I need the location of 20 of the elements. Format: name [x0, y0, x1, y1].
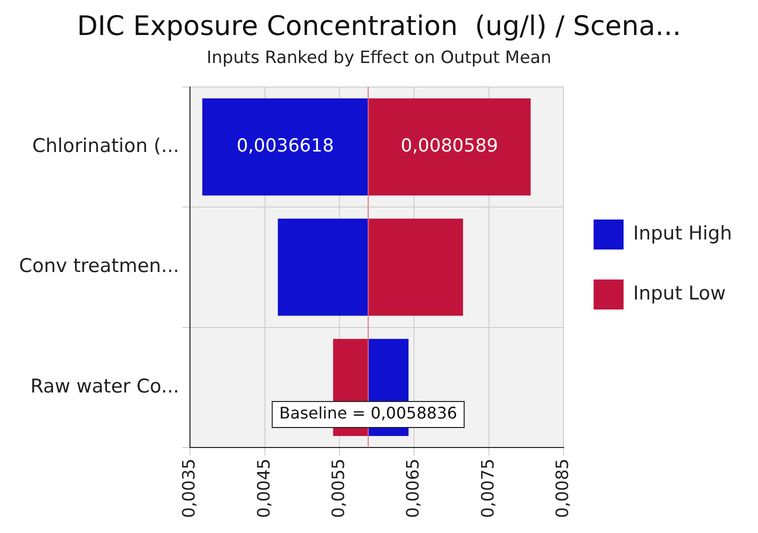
data-label: 0,0036618: [236, 136, 334, 157]
bar: [278, 218, 368, 316]
y-tick-label: Raw water Co...: [30, 375, 180, 398]
x-tick-label: 0,0055: [328, 458, 349, 518]
legend-label: Input Low: [633, 282, 726, 304]
ref-line-label: Baseline = 0,0058836: [279, 404, 458, 423]
chart-title: DIC Exposure Concentration (ug/l) / Scena...: [76, 11, 682, 42]
y-tick-label: Chlorination (...: [32, 134, 180, 157]
legend-label: Input High: [633, 222, 732, 244]
data-label: 0,0080589: [400, 136, 498, 157]
y-tick-label: Conv treatmen...: [19, 255, 180, 278]
x-tick-label: 0,0035: [180, 458, 200, 518]
x-tick-label: 0,0075: [478, 458, 498, 518]
x-tick-label: 0,0045: [254, 458, 274, 518]
chart-subtitle: Inputs Ranked by Effect on Output Mean: [206, 48, 552, 68]
x-tick-label: 0,0085: [553, 458, 574, 518]
x-tick-label: 0,0065: [404, 458, 424, 518]
bar: [202, 98, 368, 196]
bar: [368, 98, 531, 196]
bar: [368, 218, 464, 316]
